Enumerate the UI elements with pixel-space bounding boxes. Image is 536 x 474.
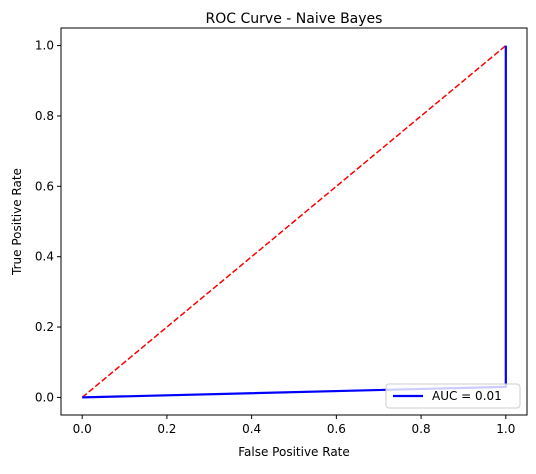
x-tick-label: 0.8 — [412, 422, 431, 436]
legend-box — [385, 383, 521, 409]
legend-label-auc: AUC = 0.01 — [432, 389, 502, 403]
y-tick-label: 0.6 — [35, 179, 54, 193]
x-tick-label: 0.4 — [242, 422, 261, 436]
x-axis-label: False Positive Rate — [238, 445, 350, 459]
x-tick-label: 0.6 — [327, 422, 346, 436]
y-tick-label: 0.4 — [35, 250, 54, 264]
x-tick-label: 0.2 — [157, 422, 176, 436]
y-axis-label: True Positive Rate — [10, 168, 24, 276]
legend: AUC = 0.01 — [385, 383, 521, 409]
series-line-random-baseline — [81, 45, 507, 398]
y-tick-label: 0.2 — [35, 320, 54, 334]
plot-frame — [60, 27, 528, 416]
y-tick-label: 1.0 — [35, 39, 54, 53]
chart-title: ROC Curve - Naive Bayes — [206, 11, 383, 27]
x-tick-label: 0.0 — [73, 422, 92, 436]
y-tick-label: 0.8 — [35, 109, 54, 123]
y-tick-label: 0.0 — [35, 390, 54, 404]
x-tick-label: 1.0 — [496, 422, 515, 436]
ticks-layer: 0.0 0.2 0.4 0.6 0.8 1.0 0.0 0.2 0.4 0.6 0.8 1.0 — [35, 39, 515, 436]
